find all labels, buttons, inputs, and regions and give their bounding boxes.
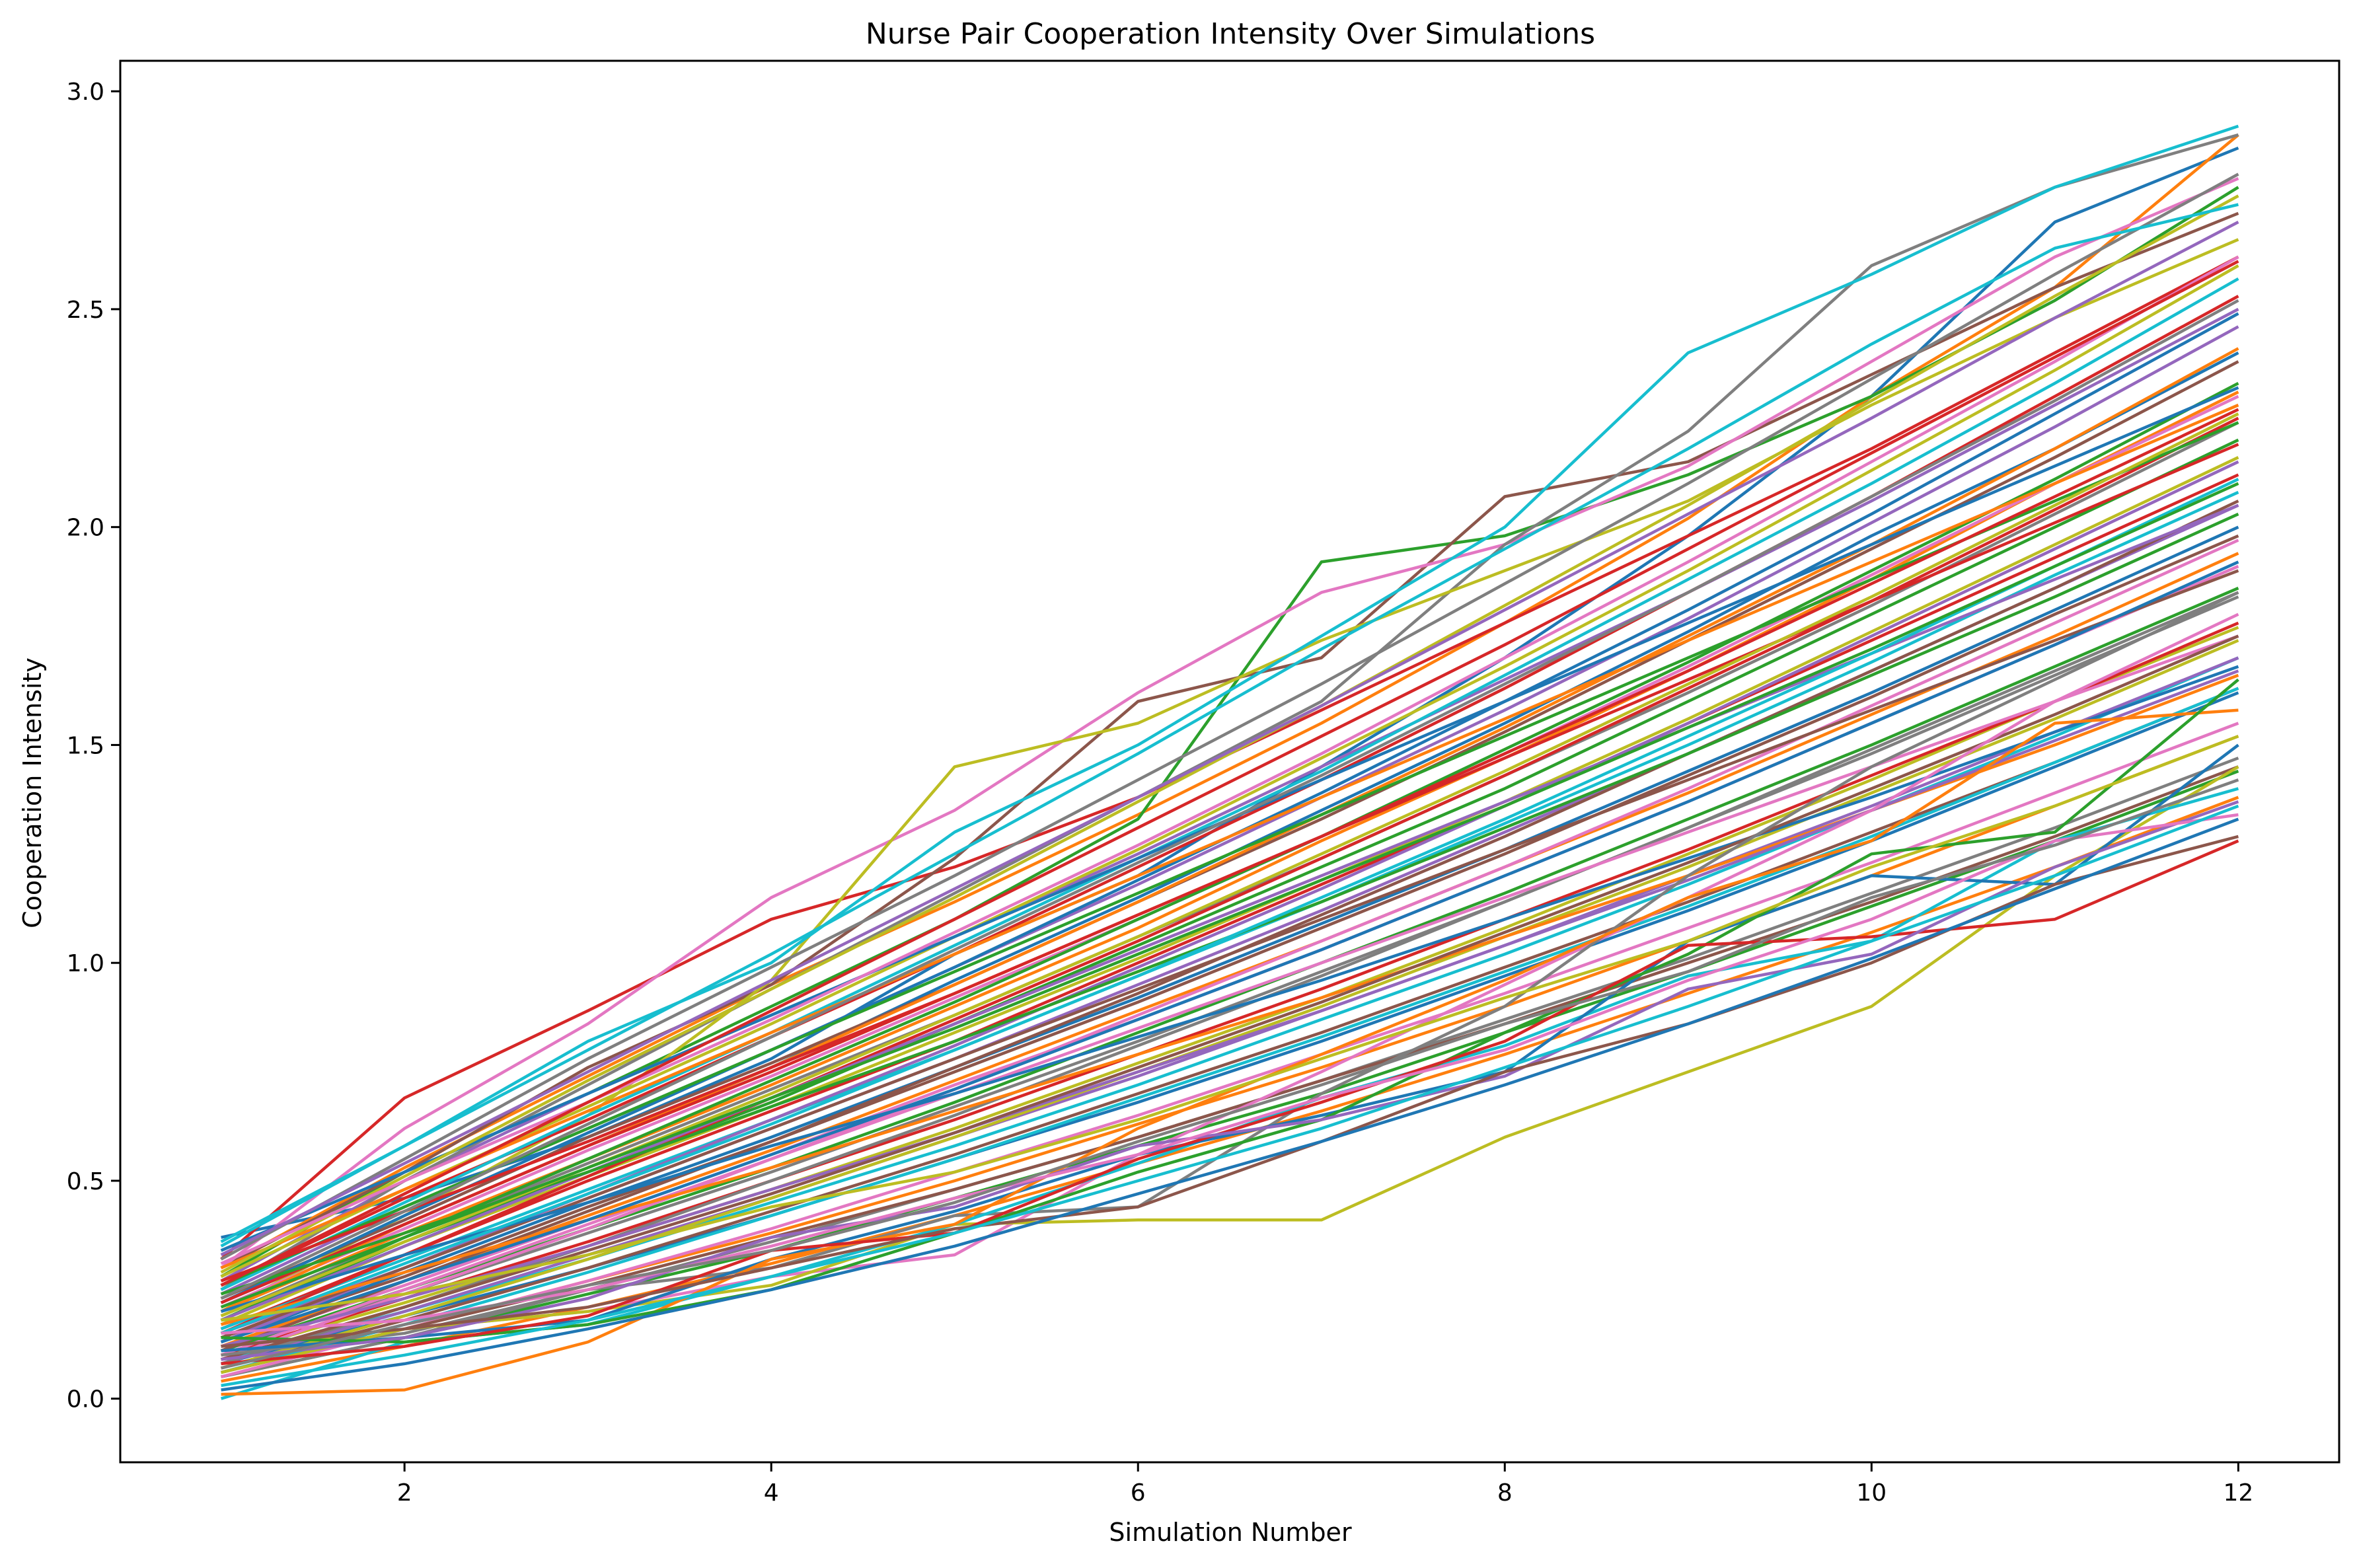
x-tick-label: 4 [764, 1479, 779, 1507]
chart-title: Nurse Pair Cooperation Intensity Over Si… [866, 17, 1595, 51]
x-tick-label: 6 [1131, 1479, 1146, 1507]
x-tick-label: 12 [2223, 1479, 2253, 1507]
x-tick-label: 10 [1856, 1479, 1887, 1507]
y-tick-label: 1.0 [67, 950, 104, 977]
y-tick-label: 1.5 [67, 732, 104, 759]
y-tick-label: 2.0 [67, 515, 104, 542]
y-axis-label: Cooperation Intensity [18, 657, 47, 928]
y-tick-label: 3.0 [67, 79, 104, 106]
x-axis-label: Simulation Number [1109, 1518, 1352, 1547]
y-tick-label: 2.5 [67, 297, 104, 324]
y-tick-label: 0.0 [67, 1386, 104, 1413]
x-tick-label: 8 [1497, 1479, 1513, 1507]
x-tick-label: 2 [397, 1479, 412, 1507]
y-tick-label: 0.5 [67, 1168, 104, 1195]
